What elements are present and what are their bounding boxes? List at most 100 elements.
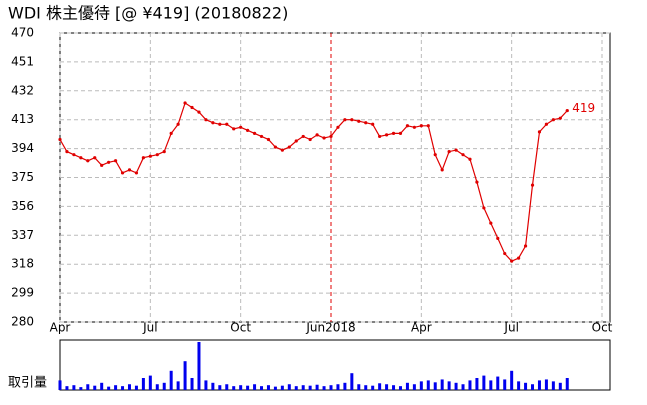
price-point: [58, 137, 62, 142]
volume-bar: [412, 384, 416, 390]
y-tick-label: 394: [11, 141, 34, 155]
price-point: [266, 137, 271, 142]
price-point: [537, 130, 542, 134]
y-tick-label: 356: [11, 199, 34, 213]
volume-bar: [162, 382, 166, 390]
volume-frame: [59, 339, 611, 391]
chart-title: WDI 株主優待 [@ ¥419] (20180822): [8, 4, 288, 23]
volume-bar: [503, 379, 507, 390]
price-point: [343, 118, 347, 122]
volume-bar: [329, 385, 333, 390]
price-point: [294, 139, 298, 143]
price-point: [252, 131, 257, 135]
price-point: [565, 108, 569, 113]
volume-bar: [211, 382, 215, 390]
volume-bar: [190, 378, 194, 390]
price-point: [336, 125, 340, 129]
y-tick-label: 432: [11, 83, 34, 97]
volume-bar: [531, 384, 535, 390]
volume-bar: [225, 384, 229, 390]
volume-bar: [204, 380, 208, 390]
y-tick-label: 280: [11, 315, 34, 329]
x-tick-label: Oct: [592, 321, 613, 335]
x-tick-label: Jun2018: [305, 321, 355, 335]
price-point: [169, 131, 173, 135]
volume-bar: [287, 384, 291, 390]
price-point: [86, 159, 90, 163]
price-line: [59, 102, 568, 262]
y-tick-label: 375: [11, 170, 34, 184]
price-point: [371, 122, 375, 126]
price-point: [246, 128, 250, 132]
price-point: [176, 122, 180, 126]
y-tick-label: 337: [11, 228, 34, 242]
volume-bar: [440, 379, 444, 390]
price-point: [461, 153, 465, 157]
price-point: [517, 256, 521, 260]
volume-bar: [232, 386, 236, 390]
price-point: [329, 134, 333, 139]
price-point: [155, 153, 159, 157]
volume-bar: [426, 380, 430, 390]
x-tick-label: Jul: [503, 321, 518, 335]
volume-bar: [496, 376, 500, 390]
price-point: [120, 171, 125, 175]
volume-bar: [169, 370, 173, 390]
x-tick-label: Oct: [230, 321, 251, 335]
volume-bar: [510, 370, 514, 390]
price-point: [426, 124, 430, 128]
volume-bar: [378, 383, 382, 390]
volume-bar: [86, 384, 90, 390]
volume-bar: [183, 361, 187, 390]
price-point: [530, 183, 535, 187]
price-point: [148, 154, 152, 158]
price-point: [141, 156, 145, 160]
price-point: [287, 145, 291, 149]
x-tick-label: Apr: [50, 321, 71, 335]
volume-bar: [371, 385, 375, 390]
price-point: [315, 133, 319, 137]
y-tick-label: 470: [11, 26, 34, 40]
y-tick-label: 318: [11, 257, 34, 271]
x-tick-label: Apr: [411, 321, 432, 335]
volume-bar: [93, 385, 97, 390]
price-point: [475, 180, 479, 184]
price-point: [218, 122, 222, 126]
y-tick-label: 413: [11, 112, 34, 126]
price-point: [197, 110, 201, 114]
price-point: [204, 118, 208, 122]
volume-bar: [336, 384, 340, 390]
volume-bar: [260, 386, 264, 390]
volume-bar: [454, 382, 458, 390]
volume-label: 取引量: [8, 376, 47, 391]
price-point: [489, 221, 493, 225]
last-price-label: 419: [572, 101, 595, 115]
price-point: [239, 125, 243, 129]
volume-bar: [100, 382, 104, 390]
y-tick-label: 451: [11, 54, 34, 68]
volume-bar: [558, 382, 562, 390]
volume-bar: [482, 375, 486, 390]
price-point: [301, 134, 305, 139]
volume-bar: [364, 385, 368, 390]
volume-bar: [197, 342, 201, 390]
volume-bar: [489, 380, 493, 390]
price-point: [544, 122, 549, 126]
volume-bar: [551, 381, 555, 390]
price-point: [558, 116, 562, 120]
volume-bar: [114, 385, 118, 390]
price-point: [378, 134, 382, 139]
volume-bar: [148, 375, 152, 390]
price-point: [440, 168, 444, 172]
volume-bar: [405, 382, 409, 390]
price-point: [107, 160, 111, 164]
volume-bar: [294, 386, 298, 390]
price-point: [93, 156, 97, 160]
price-point: [183, 101, 187, 105]
volume-bar: [565, 378, 569, 390]
volume-bar: [322, 386, 326, 390]
price-point: [433, 153, 437, 157]
price-point: [280, 148, 284, 152]
price-point: [454, 148, 458, 152]
price-point: [523, 244, 528, 248]
